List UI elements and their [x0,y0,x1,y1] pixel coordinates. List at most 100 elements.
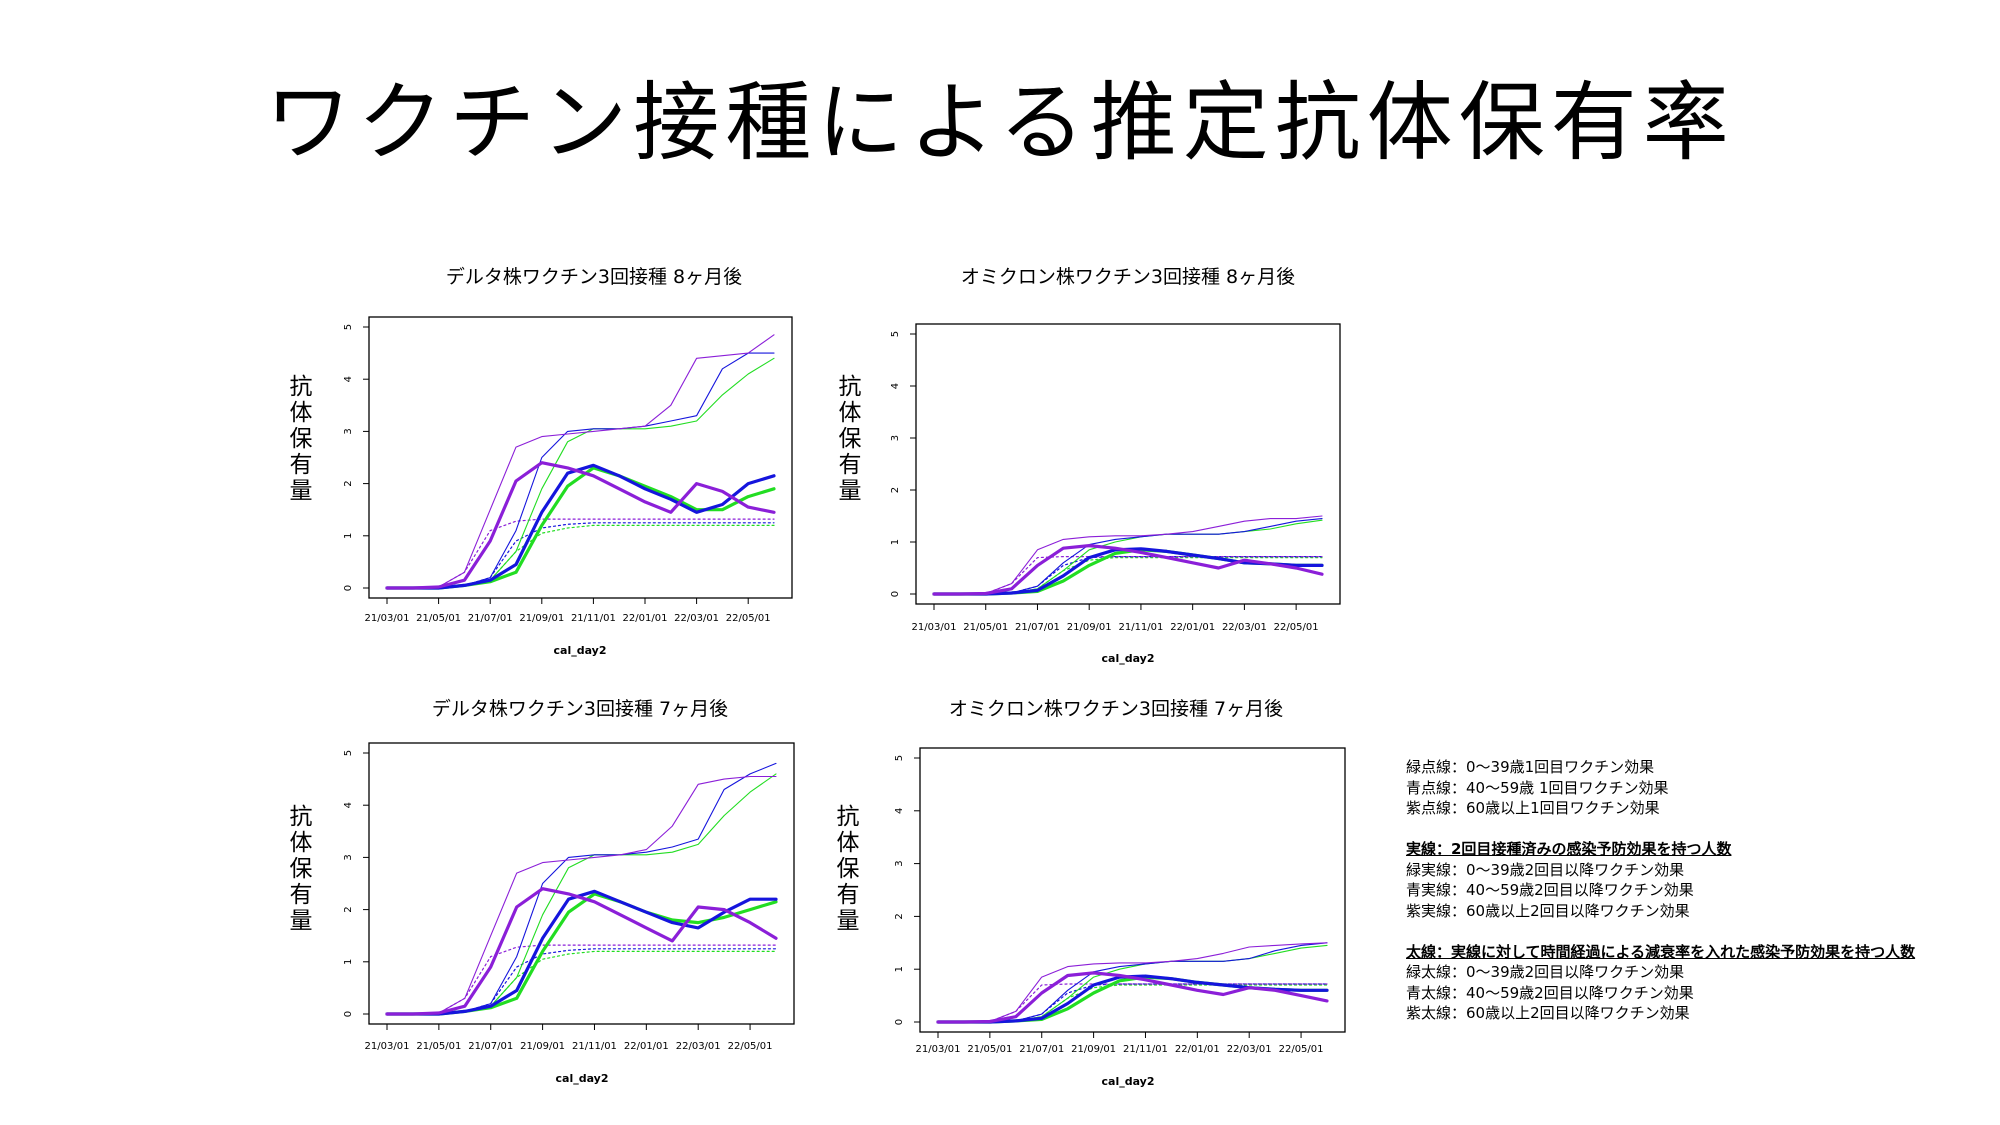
legend-blue-solid: 青実線：40～59歳2回目以降ワクチン効果 [1406,881,1694,899]
x-tick-label: 21/03/01 [912,622,957,633]
y-tick-label: 1 [894,966,905,972]
y-axis-label: 抗体保有量 [290,374,313,504]
y-tick-label: 0 [890,591,901,597]
x-tick-label: 22/05/01 [728,1041,773,1052]
series-purple-dotted [386,944,777,1015]
y-axis-label: 抗体保有量 [839,374,862,504]
series-blue-dotted [386,948,777,1015]
x-tick-label: 22/03/01 [1222,622,1267,633]
legend-green-solid: 緑実線：0～39歳2回目以降ワクチン効果 [1406,860,1685,879]
x-tick-label: 21/05/01 [416,1041,461,1052]
y-tick-label: 2 [894,913,905,919]
series-purple-thin [386,334,775,589]
legend-green-thick: 緑太線：0～39歳2回目以降ワクチン効果 [1406,963,1685,981]
legend-blue-dotted: 青点線：40～59歳 1回目ワクチン効果 [1406,778,1669,797]
x-axis-label: cal_day2 [1102,1075,1155,1088]
x-tick-label: 21/03/01 [916,1044,961,1055]
series-purple-thick [385,887,778,1016]
chart-title: デルタ株ワクチン3回接種 7ヶ月後 [432,698,728,720]
series-green-thick [385,892,778,1016]
legend-solid-header: 実線：2回目接種済みの感染予防効果を持つ人数 [1406,840,1732,858]
x-tick-label: 21/09/01 [519,613,564,624]
chart-title: オミクロン株ワクチン3回接種 8ヶ月後 [961,266,1295,288]
y-tick-label: 4 [890,383,901,389]
x-tick-label: 21/05/01 [963,622,1008,633]
x-tick-label: 22/05/01 [1279,1044,1324,1055]
x-tick-label: 22/01/01 [623,613,668,624]
legend-green-dotted: 緑点線：0～39歳1回目ワクチン効果 [1406,758,1655,776]
x-tick-label: 21/11/01 [572,1041,617,1052]
x-tick-label: 22/03/01 [676,1041,721,1052]
y-axis-label: 抗体保有量 [837,804,860,934]
legend-thick-header: 太線：実線に対して時間経過による減衰率を入れた感染予防効果を持つ人数 [1406,942,1916,961]
series-blue-thick [936,974,1329,1024]
plot-frame [915,323,1341,605]
y-tick-label: 5 [894,755,905,761]
y-tick-label: 1 [343,533,354,539]
x-tick-label: 22/05/01 [726,613,771,624]
x-tick-label: 21/05/01 [967,1044,1012,1055]
plot-frame [919,747,1346,1033]
y-axis-label: 抗体保有量 [290,804,313,934]
legend: 緑点線：0～39歳1回目ワクチン効果 青点線：40～59歳 1回目ワクチン効果 … [1406,757,1915,1024]
series-purple-thick [936,971,1329,1024]
x-tick-label: 21/11/01 [571,613,616,624]
page-title: ワクチン接種による推定抗体保有率 [265,73,1735,173]
x-tick-label: 21/07/01 [1015,622,1060,633]
x-tick-label: 22/01/01 [624,1041,669,1052]
x-tick-label: 21/07/01 [468,1041,513,1052]
legend-blue-thick: 青太線：40～59歳2回目以降ワクチン効果 [1406,983,1694,1002]
y-tick-label: 2 [343,480,354,486]
y-tick-label: 3 [343,428,354,434]
x-tick-label: 21/09/01 [1067,622,1112,633]
y-tick-label: 0 [343,585,354,591]
x-tick-label: 21/03/01 [365,1041,410,1052]
y-tick-label: 2 [343,906,354,912]
series-green-dotted [386,524,775,589]
series-purple-thin [933,515,1323,595]
y-tick-label: 3 [894,860,905,866]
x-tick-label: 22/03/01 [674,613,719,624]
series-green-thick [385,466,776,590]
y-tick-label: 3 [343,854,354,860]
series-purple-thick [932,543,1324,596]
x-tick-label: 21/11/01 [1123,1044,1168,1055]
y-tick-label: 2 [890,487,901,493]
chart-4: オミクロン株ワクチン3回接種 7ヶ月後 0 1 2 3 4 5 21/03/01 21/05/0… [837,698,1346,1088]
x-tick-label: 21/05/01 [416,613,461,624]
y-tick-label: 3 [890,435,901,441]
x-axis-label: cal_day2 [556,1072,609,1085]
legend-purple-dotted: 紫点線：60歳以上1回目ワクチン効果 [1406,799,1660,817]
y-tick-label: 0 [894,1019,905,1025]
series-purple-thin [937,942,1328,1023]
legend-purple-solid: 紫実線：60歳以上2回目以降ワクチン効果 [1406,901,1690,920]
x-tick-label: 22/03/01 [1227,1044,1272,1055]
series-blue-thick [385,463,776,590]
x-tick-label: 22/01/01 [1175,1044,1220,1055]
y-tick-label: 4 [343,376,354,382]
series-blue-thick [385,889,778,1016]
plot-frame [368,316,793,599]
chart-title: デルタ株ワクチン3回接種 8ヶ月後 [446,266,742,288]
x-tick-label: 21/09/01 [1071,1044,1116,1055]
x-axis-label: cal_day2 [1102,652,1155,665]
legend-purple-thick: 紫太線：60歳以上2回目以降ワクチン効果 [1406,1004,1690,1022]
y-tick-label: 1 [343,959,354,965]
chart-2: オミクロン株ワクチン3回接種 8ヶ月後 0 1 2 3 4 5 21/03/01 21/05/0… [839,266,1341,665]
x-tick-label: 21/09/01 [520,1041,565,1052]
chart-title: オミクロン株ワクチン3回接種 7ヶ月後 [949,698,1283,720]
x-axis-label: cal_day2 [554,644,607,657]
y-tick-label: 1 [890,539,901,545]
x-tick-label: 22/01/01 [1170,622,1215,633]
x-tick-label: 21/07/01 [1019,1044,1064,1055]
series-blue-dotted [386,522,775,589]
series-purple-thick [385,461,776,590]
chart-3: デルタ株ワクチン3回接種 7ヶ月後 0 1 2 3 4 5 21/03/01 21/05/01 2… [290,698,795,1085]
y-tick-label: 5 [343,750,354,756]
chart-1: デルタ株ワクチン3回接種 8ヶ月後 0 1 2 3 4 5 21/03/01 21/05/01 2… [290,266,793,657]
x-tick-label: 21/11/01 [1118,622,1163,633]
series-green-dotted [386,950,777,1015]
series-blue-thin [386,762,777,1015]
y-tick-label: 4 [894,808,905,814]
